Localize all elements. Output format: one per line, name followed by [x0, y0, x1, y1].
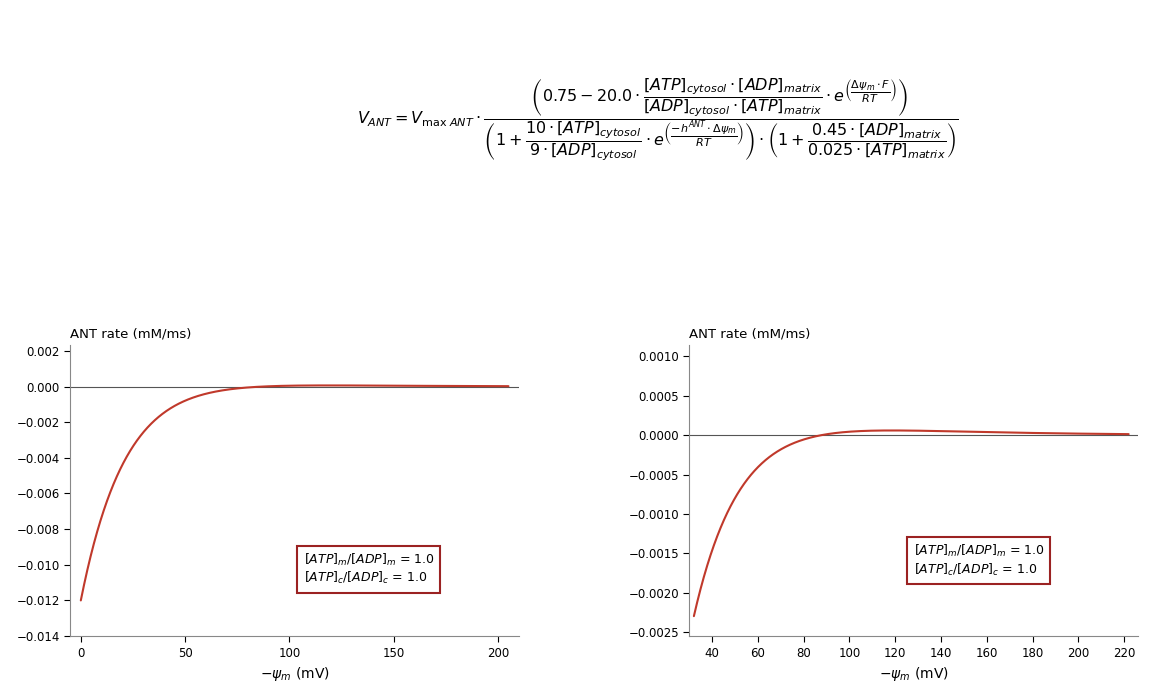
X-axis label: $-\psi_m\ \mathrm{(mV)}$: $-\psi_m\ \mathrm{(mV)}$ [259, 665, 330, 683]
Text: $[ATP]_m/[ADP]_m$ = 1.0
$[ATP]_c/[ADP]_c$ = 1.0: $[ATP]_m/[ADP]_m$ = 1.0 $[ATP]_c/[ADP]_c… [304, 552, 434, 586]
X-axis label: $-\psi_m\ \mathrm{(mV)}$: $-\psi_m\ \mathrm{(mV)}$ [879, 665, 949, 683]
Text: $\mathit{V}_{ANT} = \mathit{V}_{\max\;ANT} \cdot$$\dfrac{\left(0.75-20.0\cdot\df: $\mathit{V}_{ANT} = \mathit{V}_{\max\;AN… [357, 77, 958, 163]
Text: ANT rate (mM/ms): ANT rate (mM/ms) [70, 328, 191, 341]
Text: ANT rate (mM/ms): ANT rate (mM/ms) [690, 328, 811, 341]
Text: $[ATP]_m/[ADP]_m$ = 1.0
$[ATP]_c/[ADP]_c$ = 1.0: $[ATP]_m/[ADP]_m$ = 1.0 $[ATP]_c/[ADP]_c… [914, 543, 1044, 577]
